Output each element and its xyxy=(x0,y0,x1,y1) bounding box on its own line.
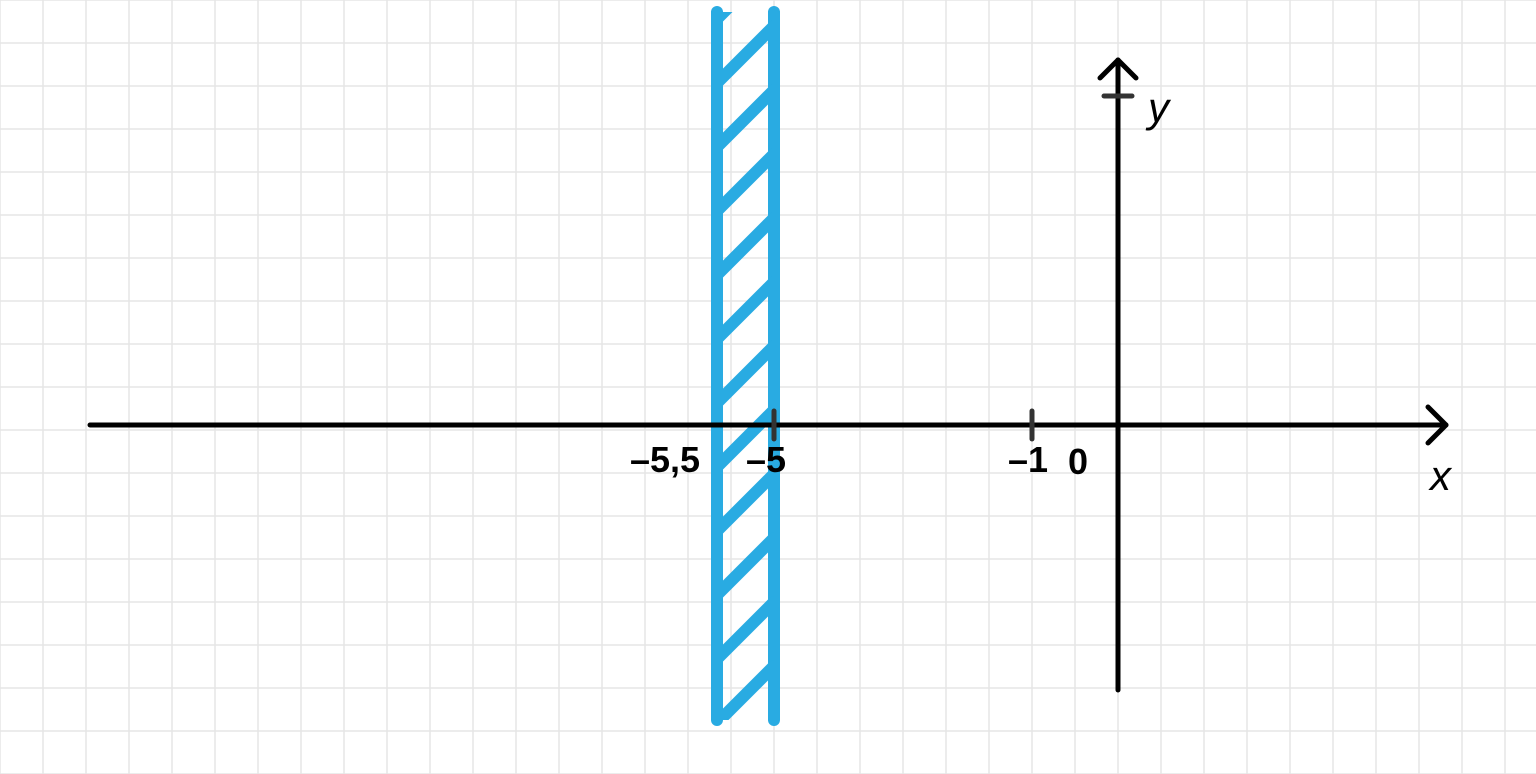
coordinate-plot: –1 0 –5 –5,5 x y xyxy=(0,0,1536,774)
x-axis-label: x xyxy=(1428,452,1453,499)
y-axis-label: y xyxy=(1145,84,1172,131)
tick-label: –5 xyxy=(746,439,786,480)
tick-label: 0 xyxy=(1068,441,1088,482)
tick-label: –1 xyxy=(1008,439,1048,480)
tick-label: –5,5 xyxy=(630,439,700,480)
shaded-region xyxy=(717,0,774,723)
